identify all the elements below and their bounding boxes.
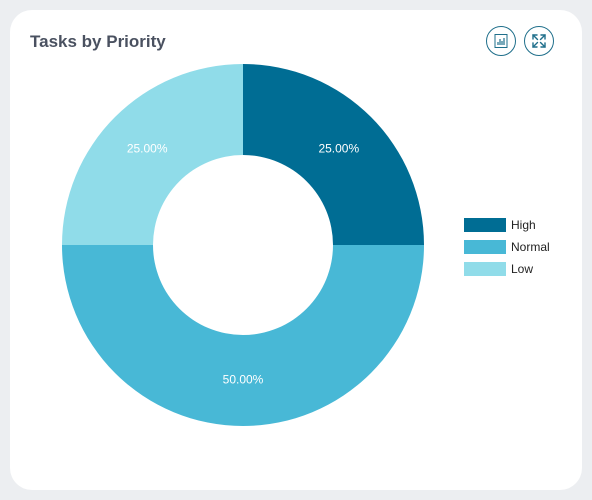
legend-swatch xyxy=(464,240,506,254)
legend-label: Low xyxy=(511,262,534,276)
legend-label: High xyxy=(511,218,536,232)
slice-high[interactable] xyxy=(243,64,424,245)
legend-item-high[interactable]: High xyxy=(464,214,550,236)
card-title: Tasks by Priority xyxy=(30,32,166,51)
legend-label: Normal xyxy=(511,240,550,254)
expand-button[interactable] xyxy=(524,26,554,56)
report-chart-icon xyxy=(494,34,508,48)
legend-swatch xyxy=(464,262,506,276)
slice-normal[interactable] xyxy=(62,245,424,426)
donut-chart: 25.00% 50.00% 25.00% xyxy=(62,64,424,426)
report-button[interactable] xyxy=(486,26,516,56)
chart-legend: High Normal Low xyxy=(464,214,550,280)
expand-icon xyxy=(532,34,546,48)
slice-label-normal: 50.00% xyxy=(223,373,264,387)
legend-item-normal[interactable]: Normal xyxy=(464,236,550,258)
slice-low[interactable] xyxy=(62,64,243,245)
legend-swatch xyxy=(464,218,506,232)
chart-card: Tasks by Priority 25.00% 50.00% 25.00% Hi xyxy=(10,10,582,490)
legend-item-low[interactable]: Low xyxy=(464,258,550,280)
slice-label-high: 25.00% xyxy=(318,141,359,155)
slice-label-low: 25.00% xyxy=(127,141,168,155)
